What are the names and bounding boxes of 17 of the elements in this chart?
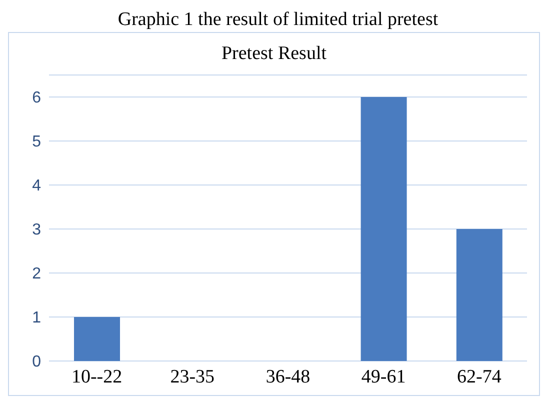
bar	[74, 317, 120, 361]
bar	[456, 229, 502, 361]
x-tick-label: 49-61	[361, 366, 406, 388]
y-tick-label: 1	[32, 310, 42, 327]
y-tick-label: 2	[32, 266, 42, 283]
chart-subtitle: Pretest Result	[220, 43, 328, 65]
x-tick-label: 10--22	[71, 366, 122, 388]
x-tick-label: 62-74	[457, 366, 502, 388]
y-tick-label: 4	[32, 178, 42, 195]
chart-title: Graphic 1 the result of limited trial pretest	[116, 8, 440, 32]
bar	[360, 97, 407, 361]
y-tick-label: 5	[32, 134, 42, 151]
y-tick-label: 6	[32, 90, 42, 107]
y-tick-label: 0	[32, 354, 42, 371]
x-tick-label: 36-48	[266, 366, 310, 388]
x-tick-label: 23-35	[170, 366, 215, 388]
y-tick-label: 3	[32, 222, 42, 239]
